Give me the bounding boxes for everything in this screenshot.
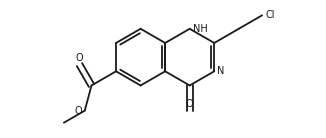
Text: O: O [186, 99, 194, 109]
Text: N: N [217, 66, 225, 76]
Text: O: O [76, 53, 83, 63]
Text: O: O [74, 106, 82, 116]
Text: NH: NH [193, 24, 207, 34]
Text: Cl: Cl [265, 10, 274, 20]
